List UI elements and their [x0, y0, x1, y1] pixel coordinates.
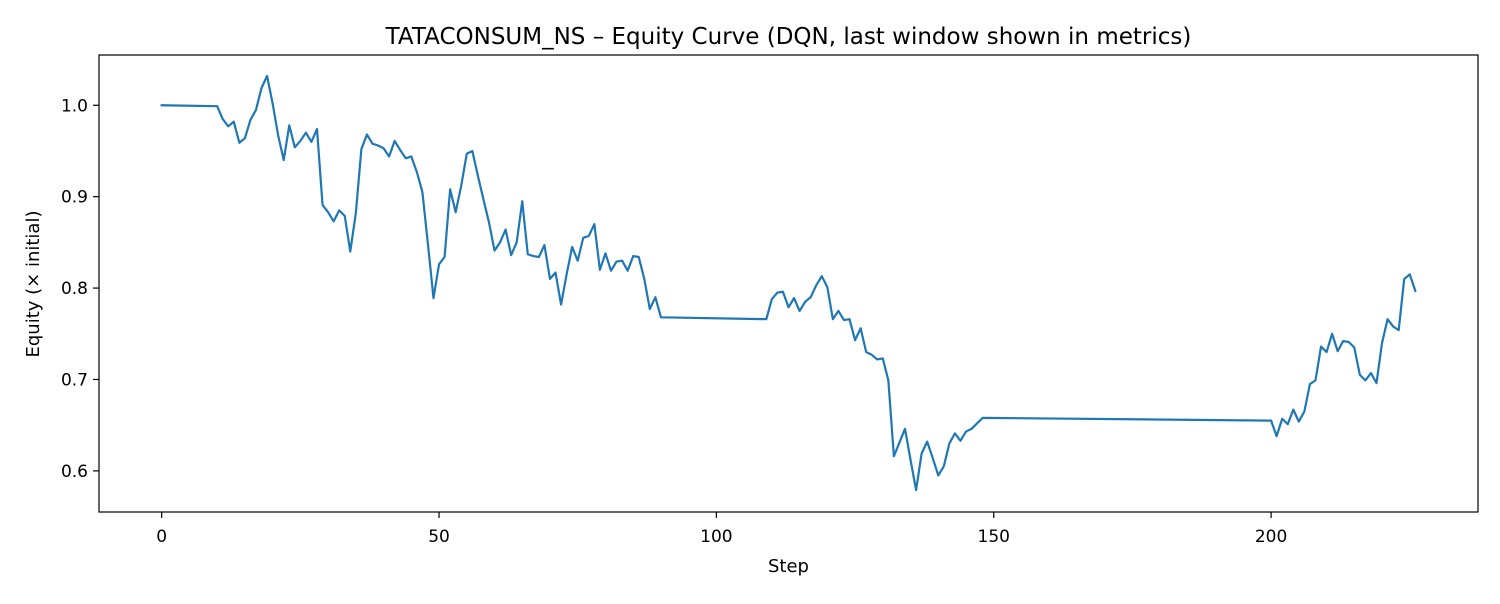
x-tick-label: 150: [978, 527, 1010, 547]
x-axis-label: Step: [768, 556, 809, 577]
x-tick-label: 200: [1255, 527, 1287, 547]
y-tick-label: 0.8: [61, 279, 88, 299]
y-tick-label: 0.9: [61, 188, 88, 208]
y-tick-label: 0.6: [61, 462, 88, 482]
x-tick-label: 0: [156, 527, 167, 547]
chart-title: TATACONSUM_NS – Equity Curve (DQN, last …: [385, 24, 1192, 50]
x-tick-label: 50: [428, 527, 450, 547]
y-tick-label: 1.0: [61, 96, 88, 116]
y-tick-label: 0.7: [61, 370, 88, 390]
series-line-1: [160, 74, 1417, 492]
x-tick-label: 100: [700, 527, 732, 547]
plot-axes: 0 50 100 150 200 0.6 0.7 0.8 0.9 1.0: [61, 54, 1479, 547]
plot-frame: [98, 54, 1479, 513]
y-axis-label: Equity (× initial): [23, 211, 44, 358]
